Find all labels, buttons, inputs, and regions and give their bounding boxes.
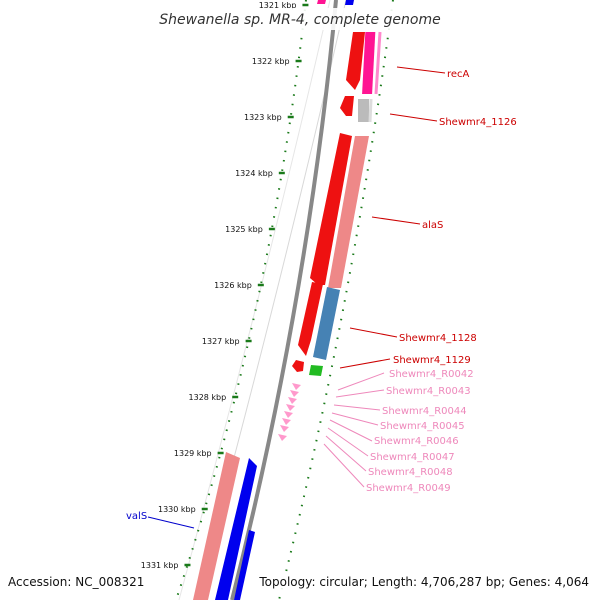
partial-feature-top-blue <box>345 0 354 5</box>
kbp-tick-label: 1323 kbp <box>244 113 282 122</box>
gene-1126-misc <box>358 99 369 122</box>
title-backdrop <box>160 8 442 30</box>
gene-reverse-lower <box>234 530 255 600</box>
gene-label-Shewmr4_R0048[interactable]: Shewmr4_R0048 <box>368 467 453 478</box>
scale-dotted-line-left <box>175 0 307 600</box>
kbp-tick-label: 1329 kbp <box>174 449 212 458</box>
gene-recA-arrow <box>346 32 365 90</box>
gene-label-Shewmr4_1126[interactable]: Shewmr4_1126 <box>439 117 517 128</box>
gene-label-valS[interactable]: valS <box>126 511 147 522</box>
kbp-tick-label: 1322 kbp <box>252 57 290 66</box>
genome-title: Shewanella sp. MR-4, complete genome <box>159 12 440 28</box>
gene-label-Shewmr4_R0049[interactable]: Shewmr4_R0049 <box>366 483 451 494</box>
gene-valS-ring <box>193 452 240 600</box>
footer-backdrop-right <box>256 572 596 592</box>
gene-1126-arrow <box>340 96 354 116</box>
kbp-tick-label: 1328 kbp <box>189 393 227 402</box>
footer-backdrop-left <box>4 572 156 592</box>
gene-label-recA[interactable]: recA <box>447 69 470 80</box>
gene-leader-lines <box>147 66 446 529</box>
gene-recA-ring <box>362 32 376 94</box>
scale-dotted-line-right <box>278 0 394 600</box>
gene-label-Shewmr4_R0046[interactable]: Shewmr4_R0046 <box>374 436 459 447</box>
gene-label-Shewmr4_R0045[interactable]: Shewmr4_R0045 <box>380 421 465 432</box>
trna-cluster <box>278 383 301 441</box>
gene-alaS-ring <box>328 136 369 288</box>
kbp-ticks: 1321 kbp 1322 kbp 1323 kbp 1324 kbp 1325 kbp… <box>141 1 309 570</box>
gene-1128-arrow <box>298 282 323 356</box>
kbp-tick-label: 1327 kbp <box>202 337 240 346</box>
kbp-tick-label: 1331 kbp <box>141 561 179 570</box>
gene-1126-misc-edge <box>368 98 373 123</box>
genome-summary-text: Topology: circular; Length: 4,706,287 bp… <box>258 575 589 589</box>
gene-valS-arrow <box>215 458 257 600</box>
gene-alaS-arrow <box>310 133 352 285</box>
gene-1129-arrow <box>292 360 304 372</box>
accession-text: Accession: NC_008321 <box>8 575 144 589</box>
inner-track-line <box>178 0 331 600</box>
gene-1128-other <box>313 287 340 360</box>
kbp-tick-label: 1324 kbp <box>235 169 273 178</box>
gene-label-Shewmr4_R0042[interactable]: Shewmr4_R0042 <box>389 369 474 380</box>
gene-1129-ncrna <box>309 365 323 376</box>
kbp-tick-label: 1330 kbp <box>158 505 196 514</box>
gene-labels: recA Shewmr4_1126 alaS Shewmr4_1128 Shew… <box>126 69 517 522</box>
kbp-tick-label: 1325 kbp <box>225 225 263 234</box>
gene-label-Shewmr4_1128[interactable]: Shewmr4_1128 <box>399 333 477 344</box>
gene-recA-ring-edge <box>374 31 382 95</box>
kbp-tick-label: 1321 kbp <box>259 1 297 10</box>
genome-backbone <box>230 0 338 600</box>
gene-label-Shewmr4_R0044[interactable]: Shewmr4_R0044 <box>382 406 467 417</box>
gene-label-alaS[interactable]: alaS <box>422 220 443 231</box>
partial-feature-top-pink <box>317 0 326 4</box>
gene-label-Shewmr4_R0047[interactable]: Shewmr4_R0047 <box>370 452 455 463</box>
gene-label-Shewmr4_1129[interactable]: Shewmr4_1129 <box>393 355 471 366</box>
gene-label-Shewmr4_R0043[interactable]: Shewmr4_R0043 <box>386 386 471 397</box>
kbp-tick-label: 1326 kbp <box>214 281 252 290</box>
